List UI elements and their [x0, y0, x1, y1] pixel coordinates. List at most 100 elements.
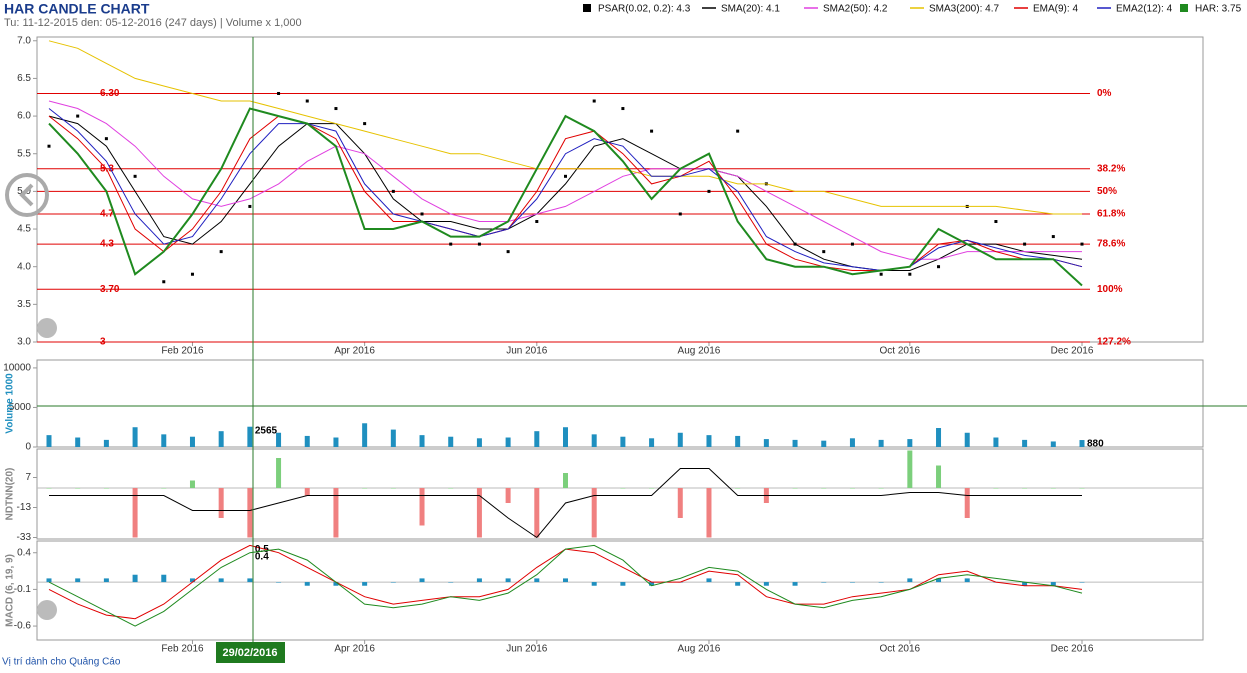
y-tick-label: 7.0 [17, 35, 31, 46]
chart-title: HAR CANDLE CHART [4, 1, 150, 17]
series-line [48, 108, 1083, 272]
fib-pct-label: 38.2% [1097, 163, 1125, 174]
series-line [49, 468, 1082, 539]
bar [46, 488, 52, 489]
y-tick-label: 3.0 [17, 337, 31, 348]
bar [103, 439, 109, 447]
bar [792, 439, 798, 447]
panel-frame [36, 448, 1204, 540]
bar [304, 488, 310, 496]
psar-dot [564, 174, 567, 178]
psar-dot [391, 189, 395, 193]
bar [649, 488, 655, 489]
y-tick-label: -13 [17, 502, 32, 513]
bar [907, 578, 913, 583]
bar [448, 582, 454, 583]
bar [247, 578, 253, 583]
y-tick-label: 0 [25, 442, 31, 453]
bar [132, 488, 138, 538]
bar [878, 488, 884, 489]
bar [333, 488, 339, 538]
y-tick-label: 7 [25, 472, 31, 483]
psar-dot [908, 272, 912, 276]
psar-dot [477, 242, 481, 246]
psar-dot [305, 99, 309, 103]
bar [476, 438, 482, 447]
bar [189, 436, 195, 447]
bar [534, 431, 540, 447]
legend-label: SMA(20): 4.1 [721, 4, 780, 15]
psar-dot [621, 107, 625, 111]
bar [936, 428, 942, 447]
bar [505, 488, 511, 503]
fib-pct-label: 127.2% [1097, 337, 1131, 348]
x-tick-label: Jun 2016 [506, 346, 548, 357]
x-tick-label: Feb 2016 [161, 346, 204, 357]
nav-back-icon[interactable] [5, 173, 49, 217]
psar-dot [449, 242, 453, 246]
bar [993, 488, 999, 489]
psar-dot [1051, 235, 1055, 239]
bar [792, 488, 798, 489]
bar [763, 439, 769, 447]
bar [907, 439, 913, 447]
psar-dot [363, 122, 367, 126]
legend-marker [583, 4, 591, 12]
bar [75, 578, 81, 583]
bar [878, 439, 884, 447]
y-tick-label: 10000 [3, 363, 31, 374]
bar [534, 488, 540, 538]
y-axis-title: Volume 1000 [5, 373, 16, 434]
bar [620, 488, 626, 489]
bar [333, 582, 339, 586]
psar-dot [535, 220, 539, 224]
series-line [48, 40, 1082, 215]
bar [390, 582, 396, 583]
bar [591, 488, 597, 538]
y-tick-label: 3.5 [17, 299, 31, 310]
bar [563, 473, 568, 488]
bar [505, 437, 511, 447]
legend-label: PSAR(0.02, 0.2): 4.3 [598, 4, 691, 15]
x-tick-label: Apr 2016 [334, 346, 375, 357]
bar [46, 578, 52, 583]
psar-dot [190, 272, 194, 276]
bar [419, 578, 425, 583]
x-tick-label: Jun 2016 [506, 644, 548, 655]
fib-pct-label: 61.8% [1097, 209, 1125, 220]
bar [247, 488, 253, 538]
x-tick-label: Oct 2016 [880, 644, 921, 655]
bar [677, 432, 683, 447]
y-tick-label: -0.6 [14, 621, 32, 632]
bar [448, 436, 454, 447]
psar-dot [219, 250, 223, 254]
bar [362, 423, 368, 447]
bar [706, 488, 712, 538]
bar [1022, 582, 1028, 586]
bar [362, 488, 368, 489]
x-tick-label: Dec 2016 [1051, 346, 1094, 357]
bar [1050, 441, 1056, 447]
help-icon[interactable] [37, 318, 57, 338]
crosshair-date-box [216, 642, 285, 663]
help-icon[interactable] [37, 600, 57, 620]
legend-label: HAR: 3.75 [1195, 4, 1242, 15]
bar [304, 435, 310, 447]
bar [792, 582, 798, 586]
bar [419, 435, 425, 447]
panel-frame [36, 36, 1204, 343]
bar [476, 578, 482, 583]
bar [161, 574, 167, 583]
bar [563, 578, 568, 583]
x-tick-label: Aug 2016 [678, 644, 721, 655]
bar [75, 488, 81, 489]
psar-dot [650, 129, 654, 133]
nav-back-arrow [19, 183, 34, 207]
chart-subtitle: Tu: 11-12-2015 den: 05-12-2016 (247 days… [4, 17, 302, 29]
bar [362, 582, 368, 586]
bar [849, 582, 855, 583]
value-label: 2565 [255, 425, 278, 436]
bar [189, 578, 195, 583]
